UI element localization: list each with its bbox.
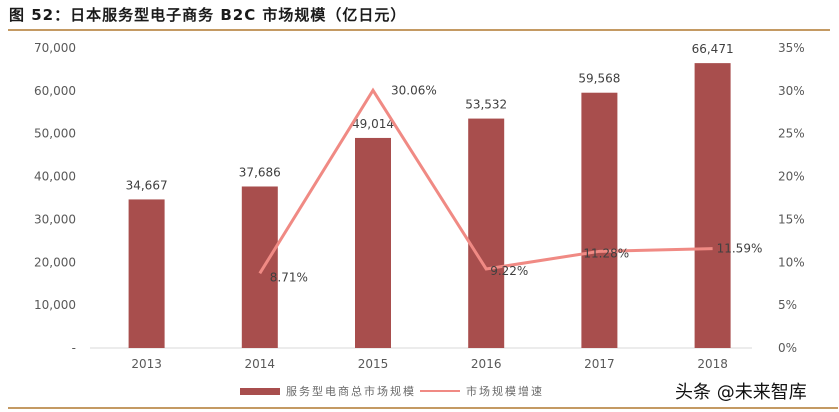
x-axis-tick: 2013 — [131, 357, 162, 371]
right-axis-tick: 30% — [778, 84, 805, 98]
left-axis-tick: 40,000 — [34, 170, 76, 184]
legend-line-label: 市场规模增速 — [466, 385, 544, 398]
line-value-label: 9.22% — [490, 264, 528, 278]
line-series: 8.71% 30.06% 9.22% 11.28% 11.59% — [258, 83, 763, 284]
left-axis-tick: 60,000 — [34, 84, 76, 98]
bar-value-label: 34,667 — [126, 178, 168, 192]
right-axis-tick: 5% — [778, 298, 797, 312]
left-axis-tick: 70,000 — [34, 41, 76, 55]
left-axis-tick: 30,000 — [34, 212, 76, 226]
bar-series: 34,667 37,686 49,014 53,532 59,568 66,471 — [126, 42, 734, 348]
line-value-label: 30.06% — [391, 83, 437, 97]
bar-value-label: 53,532 — [465, 98, 507, 112]
line-value-label: 11.59% — [717, 242, 763, 256]
growth-line — [258, 87, 713, 275]
bar-2017 — [581, 92, 618, 348]
bar-value-label: 49,014 — [352, 117, 394, 131]
x-axis-tick: 2015 — [358, 357, 389, 371]
left-axis: - 10,000 20,000 30,000 40,000 50,000 60,000 70,… — [34, 41, 76, 355]
left-axis-tick: - — [72, 341, 76, 355]
bar-2013 — [128, 199, 165, 348]
left-axis-tick: 50,000 — [34, 127, 76, 141]
line-value-label: 11.28% — [583, 246, 629, 260]
x-axis-tick: 2016 — [471, 357, 502, 371]
bar-2018 — [694, 63, 731, 348]
right-axis-tick: 10% — [778, 255, 805, 269]
line-value-label: 8.71% — [270, 270, 308, 284]
left-axis-tick: 20,000 — [34, 255, 76, 269]
right-axis-tick: 0% — [778, 341, 797, 355]
bar-2014 — [241, 186, 278, 348]
right-axis: 0% 5% 10% 15% 20% 25% 30% 35% — [778, 41, 805, 355]
right-axis-tick: 20% — [778, 170, 805, 184]
right-axis-tick: 35% — [778, 41, 805, 55]
watermark: 头条 @未来智库 — [675, 382, 807, 403]
right-axis-tick: 25% — [778, 127, 805, 141]
x-axis-tick: 2014 — [245, 357, 276, 371]
bar-2015 — [355, 137, 391, 348]
legend: 服务型电商总市场规模 市场规模增速 — [240, 383, 544, 399]
x-axis: 2013 2014 2015 2016 2017 2018 — [131, 357, 728, 371]
bottom-divider — [8, 407, 838, 409]
legend-line-swatch — [420, 390, 460, 392]
chart-title: 图 52：日本服务型电子商务 B2C 市场规模（亿日元） — [9, 6, 407, 24]
top-divider — [8, 29, 830, 31]
legend-bar-label: 服务型电商总市场规模 — [286, 385, 416, 398]
x-axis-tick: 2017 — [584, 357, 615, 371]
legend-bar-swatch — [240, 387, 280, 395]
bar-value-label: 66,471 — [692, 42, 734, 56]
right-axis-tick: 15% — [778, 212, 805, 226]
bar-2016 — [468, 118, 505, 348]
left-axis-tick: 10,000 — [34, 298, 76, 312]
bar-value-label: 37,686 — [239, 165, 281, 179]
x-axis-tick: 2018 — [697, 357, 728, 371]
bar-value-label: 59,568 — [578, 72, 620, 86]
